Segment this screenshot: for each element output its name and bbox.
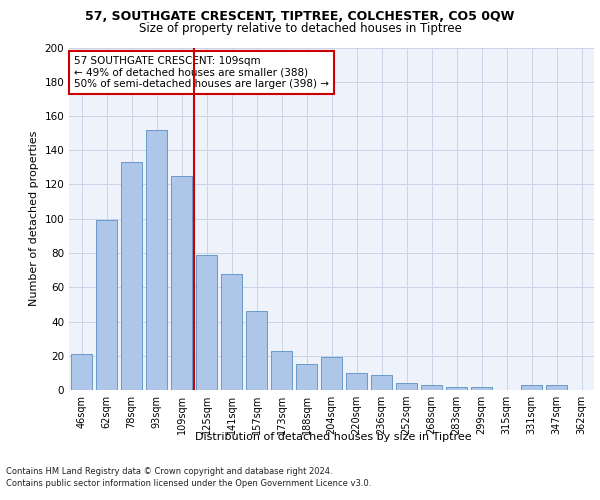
Bar bbox=[196, 254, 217, 390]
Bar bbox=[371, 374, 392, 390]
Text: Size of property relative to detached houses in Tiptree: Size of property relative to detached ho… bbox=[139, 22, 461, 35]
Bar bbox=[121, 162, 142, 390]
Bar bbox=[396, 383, 417, 390]
Bar bbox=[446, 386, 467, 390]
Bar bbox=[296, 364, 317, 390]
Bar bbox=[71, 354, 92, 390]
Y-axis label: Number of detached properties: Number of detached properties bbox=[29, 131, 39, 306]
Bar bbox=[521, 385, 542, 390]
Bar bbox=[421, 385, 442, 390]
Bar bbox=[546, 385, 567, 390]
Bar bbox=[321, 358, 342, 390]
Bar bbox=[271, 350, 292, 390]
Bar bbox=[246, 311, 267, 390]
Text: Contains HM Land Registry data © Crown copyright and database right 2024.: Contains HM Land Registry data © Crown c… bbox=[6, 468, 332, 476]
Bar bbox=[171, 176, 192, 390]
Text: 57, SOUTHGATE CRESCENT, TIPTREE, COLCHESTER, CO5 0QW: 57, SOUTHGATE CRESCENT, TIPTREE, COLCHES… bbox=[85, 10, 515, 23]
Bar bbox=[346, 373, 367, 390]
Text: 57 SOUTHGATE CRESCENT: 109sqm
← 49% of detached houses are smaller (388)
50% of : 57 SOUTHGATE CRESCENT: 109sqm ← 49% of d… bbox=[74, 56, 329, 90]
Bar bbox=[471, 386, 492, 390]
Bar bbox=[96, 220, 117, 390]
Bar bbox=[221, 274, 242, 390]
Text: Contains public sector information licensed under the Open Government Licence v3: Contains public sector information licen… bbox=[6, 479, 371, 488]
Text: Distribution of detached houses by size in Tiptree: Distribution of detached houses by size … bbox=[194, 432, 472, 442]
Bar bbox=[146, 130, 167, 390]
